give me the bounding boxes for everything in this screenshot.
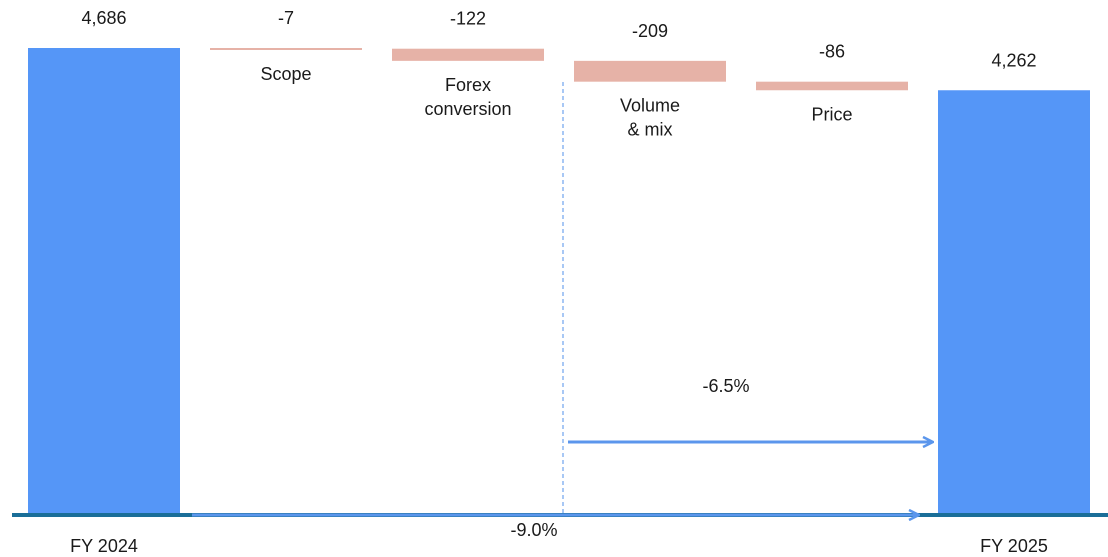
bar-volume-mix — [574, 60, 726, 82]
value-labels-group: 4,686 -7 -122 -209 -86 4,262 — [81, 8, 1036, 70]
category-labels-group: FY 2024 Scope Forex conversion Volume & mix Pr… — [70, 64, 1048, 556]
bar-fy-2025 — [938, 90, 1090, 516]
bars-group — [28, 48, 1090, 516]
category-label: Forex — [445, 75, 491, 95]
category-label: conversion — [424, 99, 511, 119]
total-change-label: -9.0% — [510, 520, 557, 540]
value-label: -209 — [632, 21, 668, 41]
bar-price — [756, 81, 908, 91]
value-label: 4,686 — [81, 8, 126, 28]
category-label: Scope — [260, 64, 311, 84]
bar-fy-2024 — [28, 48, 180, 515]
value-label: -86 — [819, 42, 845, 62]
bar-forex-conversion — [392, 48, 544, 61]
bar-scope — [210, 48, 362, 50]
value-label: -122 — [450, 9, 486, 29]
value-label: 4,262 — [991, 50, 1036, 70]
category-label: Volume — [620, 96, 680, 116]
category-label: FY 2025 — [980, 536, 1048, 556]
value-label: -7 — [278, 8, 294, 28]
organic-change-label: -6.5% — [702, 376, 749, 396]
category-label: FY 2024 — [70, 536, 138, 556]
category-label: Price — [811, 104, 852, 124]
category-label: & mix — [628, 120, 673, 140]
